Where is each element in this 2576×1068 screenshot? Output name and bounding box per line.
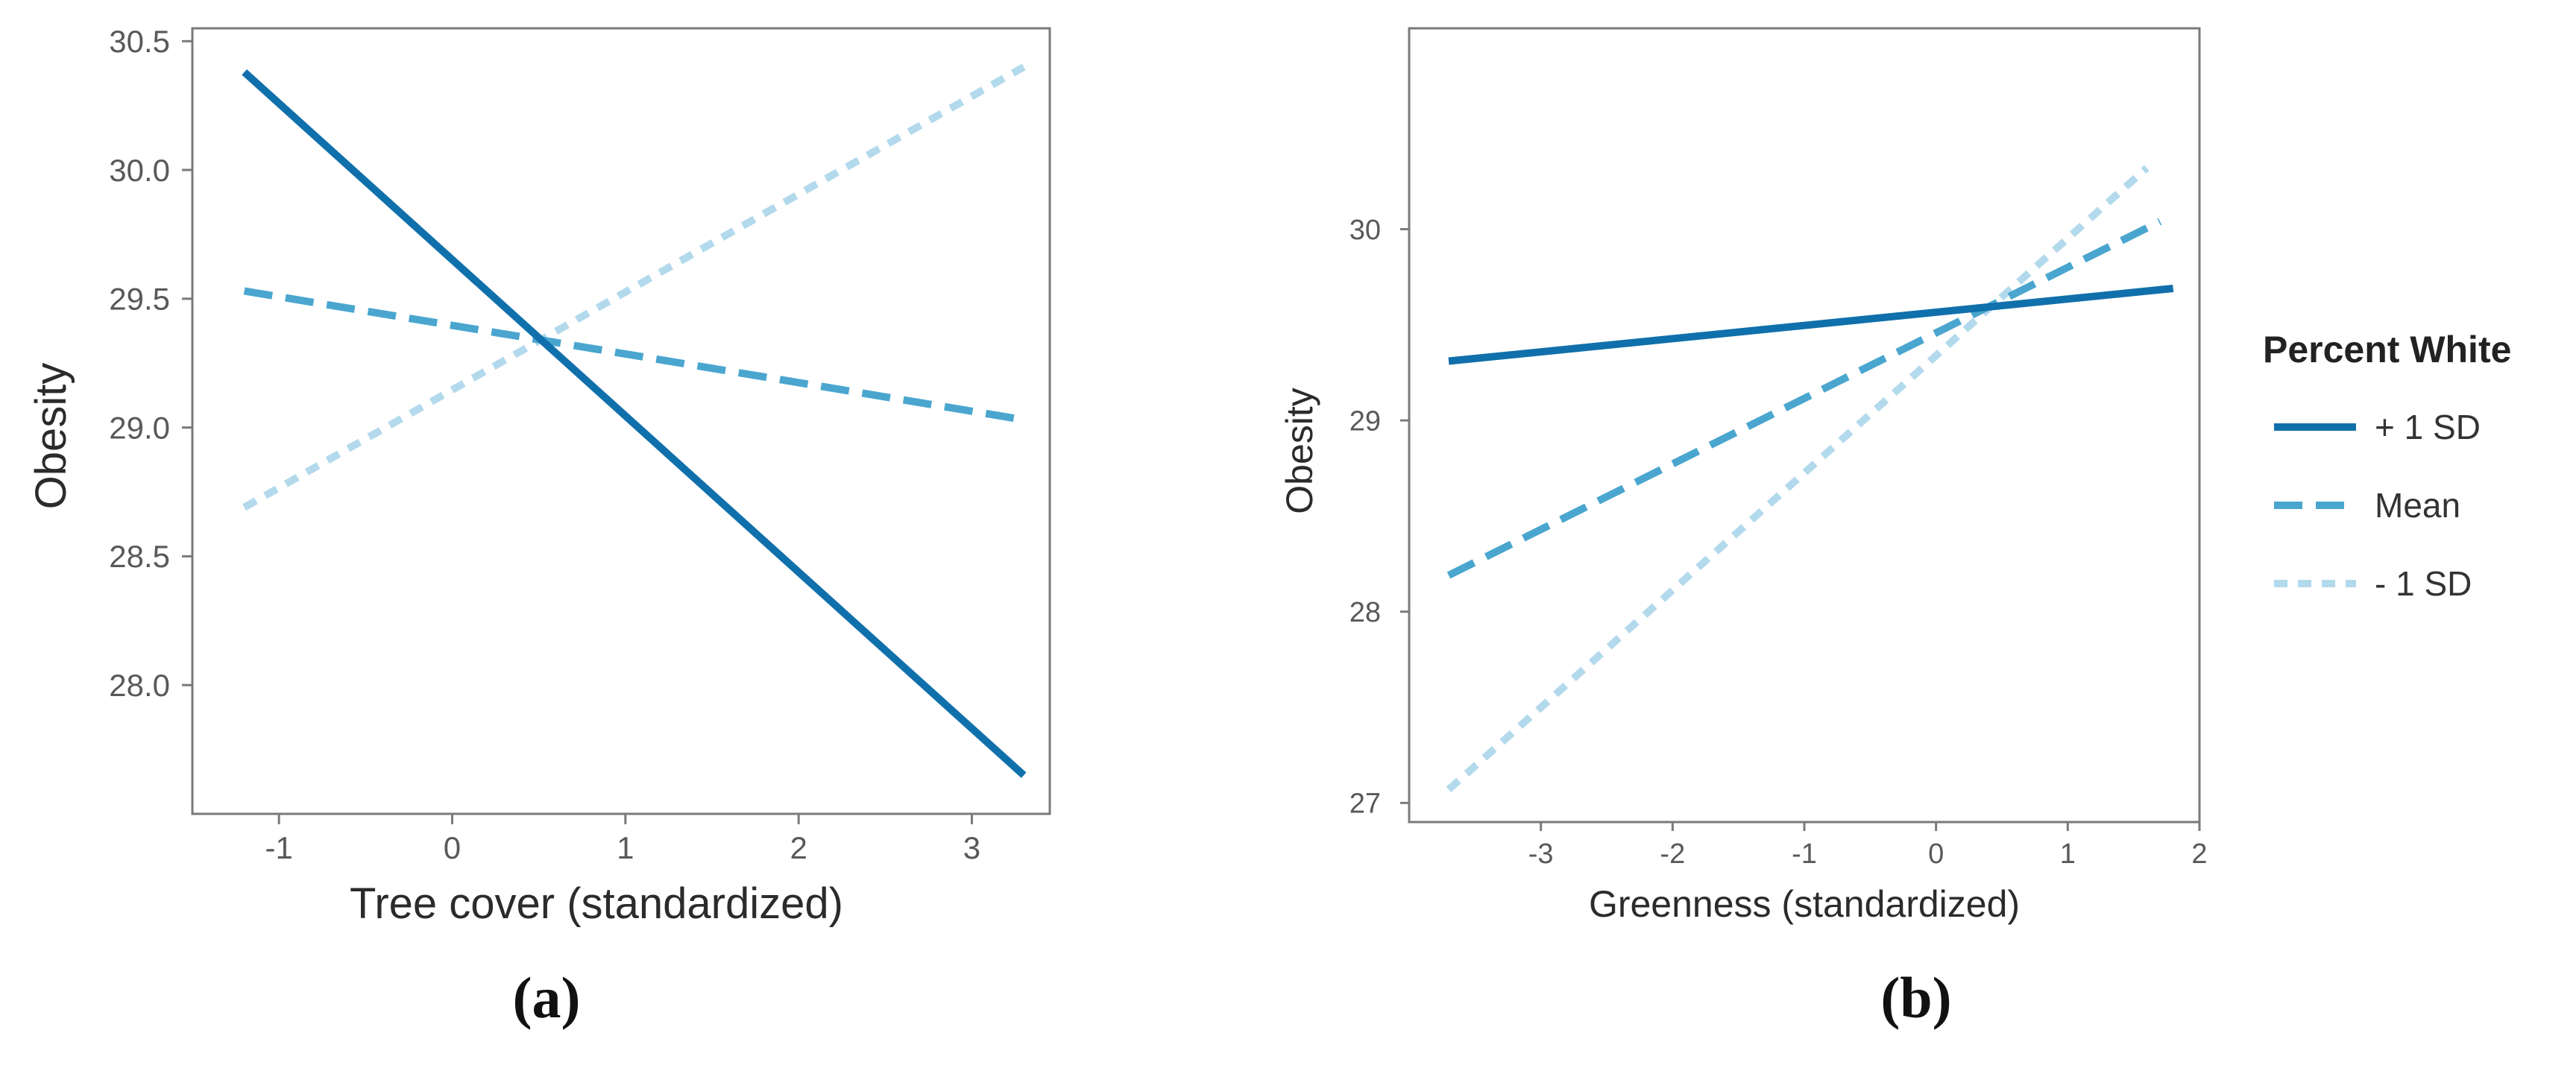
series-line-a-mean <box>243 287 1024 424</box>
y-tick-label-a-1: 28.5 <box>109 539 170 574</box>
x-tick-label-a-1: 0 <box>444 830 461 865</box>
x-tick-label-b-4: 1 <box>2060 838 2076 870</box>
panel-label-b: (b) <box>1880 965 1951 1030</box>
plot-b-ticklabels: -3 -2 -1 0 1 2 27 28 29 30 <box>1350 215 2208 870</box>
x-tick-label-a-0: -1 <box>265 830 292 865</box>
x-tick-label-b-0: -3 <box>1528 838 1554 870</box>
plot-b-ticks <box>1400 227 2201 831</box>
legend-label-plus-1-sd: + 1 SD <box>2375 408 2481 446</box>
x-axis-title-a: Tree cover (standardized) <box>350 879 843 928</box>
plot-a-frame <box>191 27 1051 815</box>
y-tick-label-b-1: 28 <box>1350 597 1381 628</box>
series-line-b-mean <box>1446 218 2162 579</box>
x-tick-label-b-2: -1 <box>1792 838 1817 870</box>
plot-a-ticks <box>182 40 973 824</box>
plot-a-ticklabels: -1 0 1 2 3 28.0 28.5 29.0 29.5 30.0 30.5 <box>109 24 980 865</box>
legend-label-minus-1-sd: - 1 SD <box>2375 564 2472 603</box>
y-tick-label-a-3: 29.5 <box>109 282 170 317</box>
x-tick-label-a-3: 2 <box>790 830 807 865</box>
y-tick-label-b-2: 29 <box>1350 405 1381 437</box>
legend-title: Percent White <box>2263 329 2511 370</box>
plot-b-frame <box>1408 27 2201 824</box>
x-tick-label-b-3: 0 <box>1928 838 1944 870</box>
y-axis-title-b: Obesity <box>1279 388 1320 514</box>
y-tick-label-a-4: 30.0 <box>109 153 170 188</box>
x-tick-label-b-1: -2 <box>1660 838 1685 870</box>
x-tick-label-a-4: 3 <box>963 830 980 865</box>
plot-a-series <box>242 63 1027 778</box>
series-line-b-minus-1-sd <box>1446 165 2150 793</box>
plot-b-series <box>1446 165 2174 793</box>
legend-label-mean: Mean <box>2375 486 2460 525</box>
legend: Percent White + 1 SD Mean - 1 SD <box>2263 329 2511 603</box>
series-line-b-plus-1-sd <box>1448 285 2174 365</box>
panel-label-a: (a) <box>513 965 581 1030</box>
x-tick-label-a-2: 1 <box>617 830 634 865</box>
panel-a: -1 0 1 2 3 28.0 28.5 29.0 29.5 30.0 30.5 Tree cove… <box>27 24 1051 1030</box>
y-axis-title-a: Obesity <box>27 363 75 510</box>
y-tick-label-b-0: 27 <box>1350 789 1381 820</box>
series-line-a-plus-1-sd <box>242 69 1027 778</box>
y-tick-label-b-3: 30 <box>1350 215 1381 246</box>
y-tick-label-a-0: 28.0 <box>109 668 170 703</box>
series-line-a-minus-1-sd <box>242 63 1026 511</box>
y-tick-label-a-5: 30.5 <box>109 24 170 59</box>
x-axis-title-b: Greenness (standardized) <box>1589 883 2020 925</box>
y-tick-label-a-2: 29.0 <box>109 410 170 445</box>
x-tick-label-b-5: 2 <box>2191 838 2207 870</box>
panel-b: -3 -2 -1 0 1 2 27 28 29 30 Greenness (standardize… <box>1279 27 2208 1030</box>
